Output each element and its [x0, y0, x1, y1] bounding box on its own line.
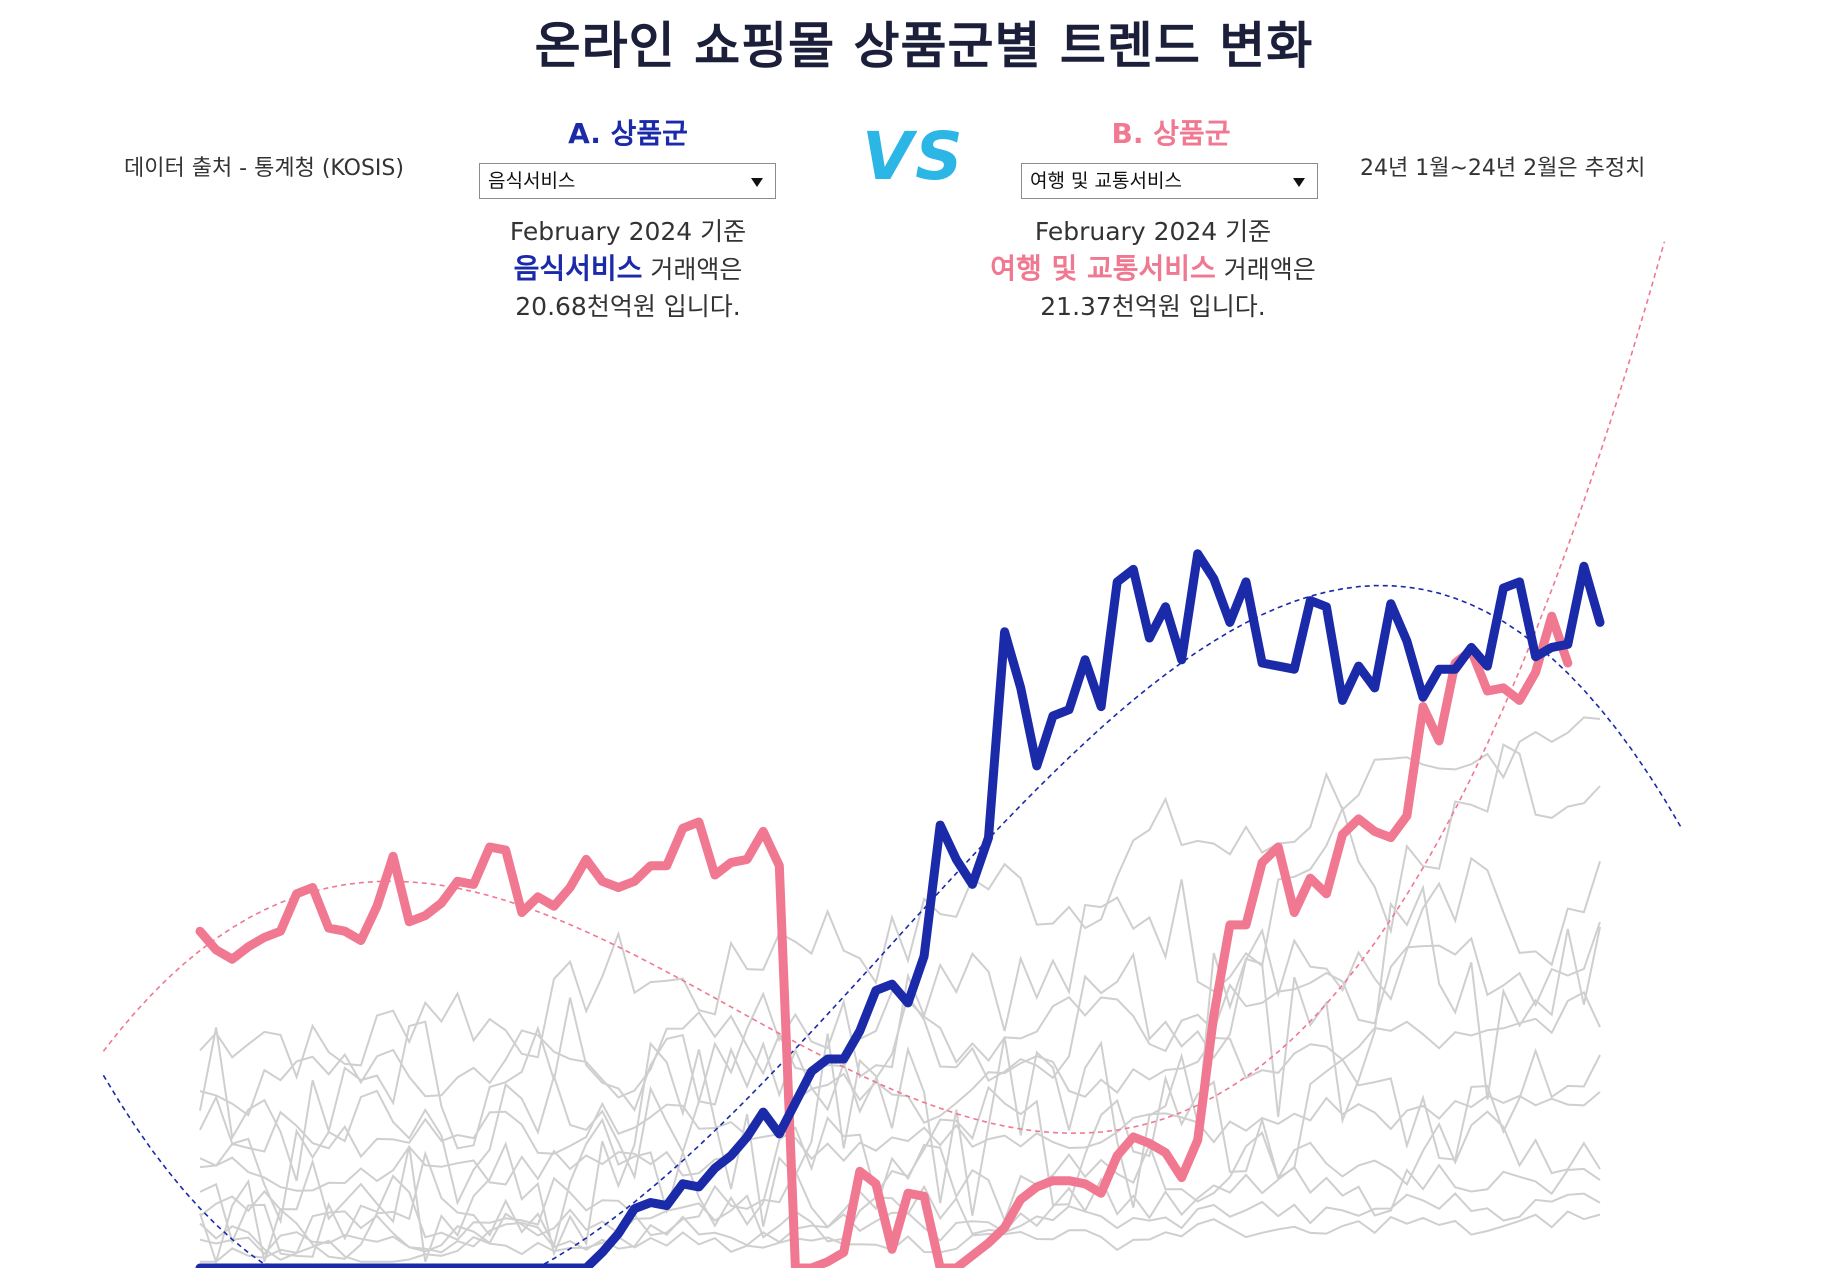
group-b-summary: February 2024 기준 여행 및 교통서비스 거래액은 21.37천억… — [963, 213, 1343, 325]
page-title: 온라인 쇼핑몰 상품군별 트렌드 변화 — [534, 17, 1314, 75]
group-b-select[interactable]: 여행 및 교통서비스 — [1021, 163, 1318, 199]
group-b-selected-value: 여행 및 교통서비스 — [1030, 170, 1182, 192]
background-series-line — [199, 743, 1601, 1182]
group-a-summary-name: 음식서비스 — [513, 252, 643, 285]
group-b-summary-name: 여행 및 교통서비스 — [990, 252, 1216, 285]
group-a-selected-value: 음식서비스 — [488, 170, 576, 192]
background-series-line — [199, 1047, 1601, 1260]
series-line-b — [195, 611, 1573, 1268]
group-a-summary: February 2024 기준 음식서비스 거래액은 20.68천억원 입니다… — [438, 213, 818, 325]
group-a-select[interactable]: 음식서비스 — [479, 163, 776, 199]
background-series-line — [199, 991, 1601, 1167]
dropdown-arrow-icon[interactable] — [751, 178, 763, 187]
group-a-summary-value: 20.68천억원 입니다. — [515, 292, 741, 321]
group-a-summary-suffix: 거래액은 — [642, 255, 743, 284]
estimate-note: 24년 1월~24년 2월은 추정치 — [1360, 156, 1646, 181]
group-b-label: B. 상품군 — [1111, 117, 1231, 150]
group-a-summary-date: February 2024 기준 — [509, 217, 747, 246]
dropdown-arrow-icon[interactable] — [1293, 178, 1305, 187]
group-b-summary-value: 21.37천억원 입니다. — [1040, 292, 1266, 321]
group-b-summary-date: February 2024 기준 — [1034, 217, 1272, 246]
vs-label: VS — [862, 118, 965, 195]
trend-lines-group — [102, 241, 1682, 1268]
background-series-line — [199, 856, 1601, 1225]
trend-line-b — [102, 241, 1666, 1135]
group-a-label: A. 상품군 — [568, 117, 688, 150]
source-note: 데이터 출처 - 통계청 (KOSIS) — [124, 156, 404, 181]
highlighted-series-group — [195, 549, 1605, 1268]
background-series-line — [199, 1091, 1601, 1192]
series-line-a — [195, 549, 1605, 1268]
background-series-line — [199, 716, 1601, 1080]
background-series-line — [199, 884, 1601, 1266]
group-b-summary-suffix: 거래액은 — [1215, 255, 1316, 284]
background-series-line — [199, 1110, 1601, 1258]
background-series-line — [200, 1210, 1601, 1263]
